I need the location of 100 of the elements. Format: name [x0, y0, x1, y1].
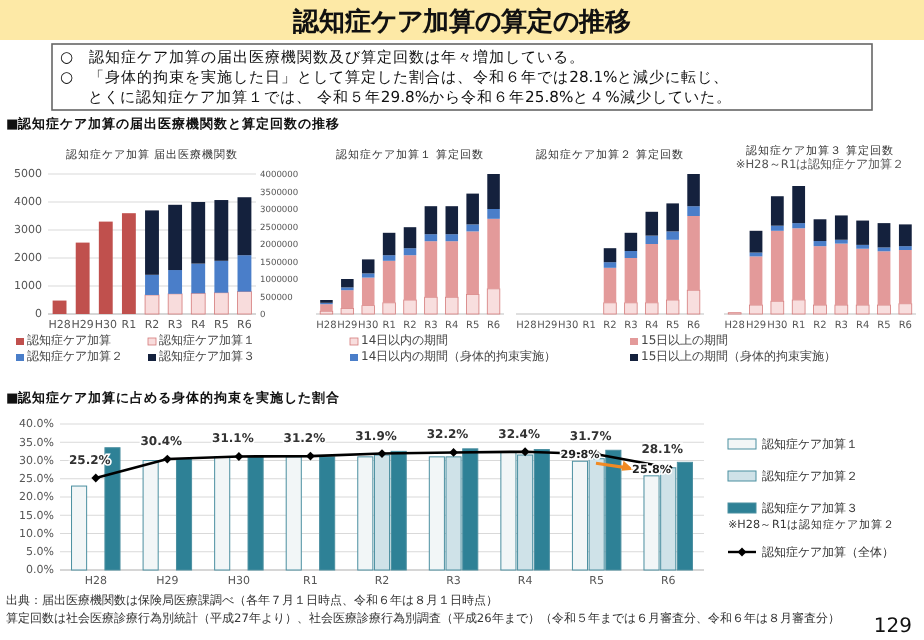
bar [361, 259, 375, 274]
bar [214, 260, 229, 293]
bar [487, 174, 500, 209]
bar [320, 304, 333, 312]
bar [645, 302, 659, 315]
bar [247, 456, 264, 571]
bar [834, 215, 848, 240]
bar [749, 304, 763, 315]
bar [686, 289, 701, 315]
bar [341, 290, 354, 309]
bar [121, 213, 136, 314]
bar [382, 232, 396, 256]
bar [666, 203, 679, 232]
bar [813, 304, 827, 315]
bar [466, 224, 479, 232]
bar [624, 251, 638, 258]
bar [487, 218, 500, 289]
bar [214, 200, 229, 261]
bar [666, 231, 679, 240]
bar [877, 251, 891, 306]
bar [856, 220, 870, 245]
bar [445, 296, 459, 315]
bar [603, 248, 617, 263]
bar [382, 302, 396, 315]
bar [898, 303, 913, 315]
bar [466, 231, 479, 295]
bar [666, 239, 679, 300]
bar [624, 232, 638, 251]
bar [142, 460, 159, 571]
bar [237, 255, 252, 292]
bar [645, 211, 659, 236]
bar [834, 304, 849, 315]
bar [52, 300, 67, 314]
bar [403, 255, 417, 300]
bar [624, 302, 638, 315]
bar [403, 227, 417, 249]
bar [813, 219, 827, 242]
bar [877, 304, 891, 315]
bar [340, 308, 354, 315]
point [306, 451, 315, 461]
bar [145, 210, 159, 275]
bar [424, 206, 438, 235]
bar [749, 256, 763, 306]
bar [175, 458, 193, 571]
bar [361, 305, 375, 315]
bar [687, 174, 700, 207]
bar [319, 456, 336, 571]
bar [145, 274, 159, 295]
bar [687, 206, 700, 216]
point [234, 452, 244, 461]
bar [285, 456, 302, 571]
bar [855, 304, 870, 315]
bar [486, 288, 501, 315]
bar [856, 248, 870, 306]
bar [424, 296, 438, 315]
bar [645, 235, 659, 244]
bar [666, 299, 680, 315]
bar [770, 300, 785, 315]
bar [792, 223, 806, 229]
bar [382, 255, 396, 261]
bar [445, 234, 459, 242]
bar [237, 197, 252, 256]
bar [445, 206, 459, 235]
point [520, 447, 530, 457]
bar [770, 196, 784, 226]
bar [687, 216, 700, 291]
bar [168, 204, 183, 271]
bar [191, 202, 206, 264]
bar [749, 230, 763, 253]
bar [487, 209, 500, 219]
bar [834, 243, 848, 306]
bar [98, 221, 113, 314]
bar [624, 258, 638, 303]
bar [71, 485, 88, 571]
bar [792, 186, 806, 224]
bar [898, 224, 912, 247]
bar [445, 241, 459, 298]
bar [75, 242, 90, 314]
bar [770, 225, 784, 231]
bar [361, 277, 375, 306]
bar [167, 293, 183, 315]
bar [813, 246, 827, 306]
bar [424, 234, 438, 242]
bar [190, 292, 206, 315]
bar [645, 244, 659, 303]
point [162, 454, 172, 464]
bar [770, 230, 784, 302]
bar [191, 263, 206, 294]
bar [792, 228, 806, 300]
bar [603, 262, 617, 268]
bar [603, 302, 617, 315]
point [91, 473, 101, 483]
text: 認知症ケア加算の算定の推移 [291, 6, 631, 38]
bar [877, 223, 891, 248]
bar [403, 299, 417, 315]
bar [168, 270, 183, 294]
bar [382, 260, 396, 303]
bar [603, 267, 617, 303]
bar [237, 291, 252, 315]
bar [898, 250, 912, 304]
